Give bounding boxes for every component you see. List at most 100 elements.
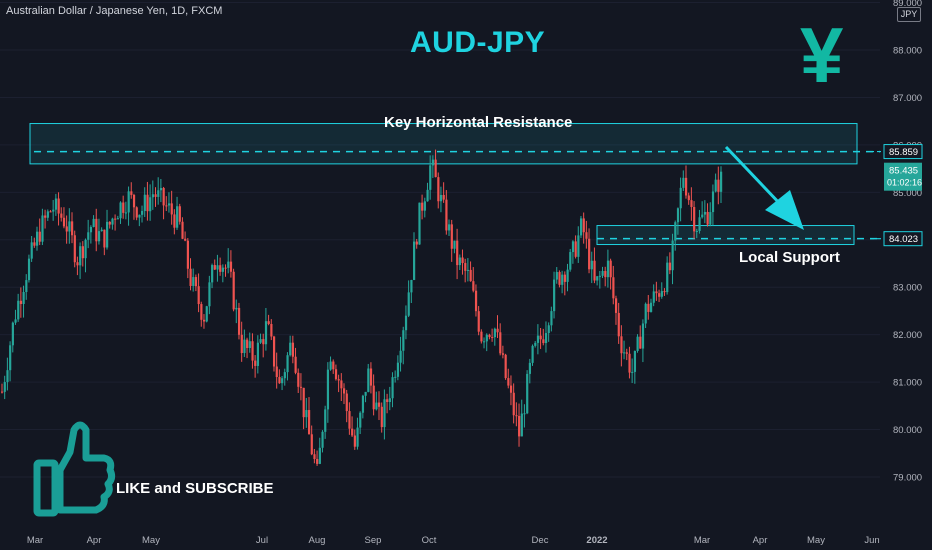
- candle-body: [3, 382, 6, 392]
- candle: [687, 192, 690, 205]
- candle-body: [501, 353, 505, 355]
- candle-body: [469, 269, 472, 282]
- candle: [19, 287, 23, 318]
- candle: [167, 192, 171, 213]
- candle-body: [283, 372, 286, 379]
- candle-body: [278, 376, 281, 384]
- candle-body: [73, 235, 76, 263]
- candle-body: [359, 412, 362, 428]
- candle: [466, 258, 470, 282]
- candle-body: [138, 214, 141, 218]
- candle: [138, 214, 141, 227]
- candle: [243, 329, 246, 357]
- candle: [369, 362, 373, 394]
- candle: [89, 225, 93, 244]
- candle: [396, 355, 400, 381]
- candle: [259, 333, 262, 344]
- candle: [11, 321, 14, 353]
- currency-unit-badge[interactable]: JPY: [897, 7, 921, 22]
- candle-body: [291, 342, 295, 357]
- candle-body: [445, 199, 448, 231]
- candle: [690, 187, 693, 221]
- time-tick-label: 2022: [586, 535, 607, 546]
- candle-body: [200, 304, 203, 320]
- thumbs-up-icon: [33, 421, 116, 517]
- candle-body: [674, 222, 677, 241]
- candle-body: [124, 212, 128, 214]
- countdown-text: 01:02:16: [887, 178, 922, 188]
- candle: [76, 256, 79, 276]
- candle-body: [326, 369, 330, 410]
- candle-body: [76, 262, 79, 266]
- price-tick-label: 79.000: [893, 473, 922, 484]
- candle: [386, 393, 389, 414]
- candle: [65, 215, 68, 244]
- candle-body: [297, 372, 300, 387]
- candle: [181, 217, 184, 240]
- time-tick-label: Sep: [365, 535, 382, 546]
- candle-body: [636, 336, 639, 351]
- candle: [698, 209, 701, 234]
- candle-body: [593, 260, 596, 281]
- support-price-tag: 84.023: [883, 231, 923, 247]
- candle: [515, 402, 518, 427]
- candle: [324, 405, 327, 439]
- candle: [442, 182, 445, 203]
- candle-body: [684, 177, 688, 196]
- candle: [364, 391, 367, 403]
- candle: [184, 231, 187, 242]
- candle: [87, 219, 90, 249]
- candle-body: [550, 311, 553, 326]
- candle-body: [687, 195, 690, 201]
- candle: [289, 335, 292, 357]
- candle-body: [162, 188, 165, 206]
- candle: [720, 166, 723, 204]
- candle: [52, 199, 55, 221]
- candle-body: [205, 306, 208, 322]
- candle: [407, 280, 410, 318]
- candle-body: [130, 191, 133, 195]
- candle-body: [604, 271, 607, 278]
- resistance-label: Key Horizontal Resistance: [384, 114, 573, 131]
- candle: [25, 274, 28, 300]
- candle-body: [19, 300, 23, 304]
- candle-body: [149, 197, 152, 212]
- candle-body: [6, 370, 9, 383]
- candle: [437, 172, 440, 209]
- candle-body: [413, 241, 416, 280]
- candle: [553, 271, 556, 319]
- candle: [162, 186, 165, 220]
- candle-body: [623, 352, 626, 354]
- candle-body: [254, 360, 257, 366]
- support-label: Local Support: [739, 249, 840, 266]
- price-tick-label: 81.000: [893, 378, 922, 389]
- candle: [229, 250, 233, 278]
- candle-body: [165, 205, 168, 207]
- candle-body: [71, 221, 74, 236]
- candle-body: [348, 411, 351, 429]
- candle: [539, 328, 542, 349]
- candle-body: [356, 427, 359, 447]
- candle-body: [434, 159, 437, 178]
- candle-body: [609, 260, 612, 278]
- candle: [606, 249, 610, 288]
- candle-body: [620, 336, 623, 354]
- candle-body: [240, 334, 243, 354]
- candle-body: [92, 218, 95, 227]
- candle-body: [30, 242, 33, 259]
- candle-body: [246, 339, 249, 349]
- candle: [326, 362, 330, 423]
- support-price-tag-bg: [883, 231, 923, 247]
- candle: [558, 270, 561, 288]
- candle-body: [663, 291, 666, 293]
- candle: [154, 187, 157, 207]
- candle: [79, 242, 82, 279]
- candle: [434, 149, 437, 178]
- candle-body: [649, 302, 653, 312]
- candle-body: [248, 341, 251, 349]
- candle-body: [89, 226, 93, 233]
- candle: [170, 190, 173, 225]
- price-tick-label: 89.000: [893, 0, 922, 9]
- candle: [95, 208, 98, 252]
